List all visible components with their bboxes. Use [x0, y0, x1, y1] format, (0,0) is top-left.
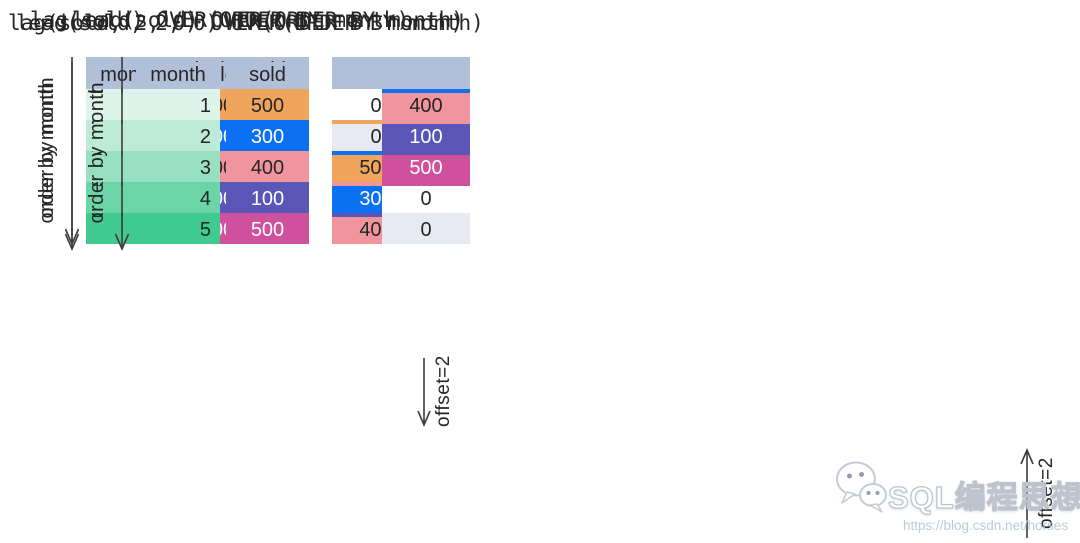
offset-down-arrow-icon [417, 358, 431, 428]
order-by-month-label: order by month [86, 62, 108, 244]
offset-label: offset=2 [433, 355, 454, 427]
panel-lead-sold-2-0: lead(sold, 2, 0) OVER(ORDER BY month) or… [0, 0, 540, 271]
result-cell: 0 [382, 186, 470, 213]
sold-cell: 300 [226, 124, 309, 151]
month-cell: 5 [136, 217, 220, 244]
order-down-arrow-icon [64, 62, 80, 252]
sold-cell: 500 [226, 217, 309, 244]
month-cell: 1 [136, 93, 220, 120]
wechat-icon [836, 461, 887, 513]
result-column-header [382, 62, 470, 89]
result-cell: 400 [382, 93, 470, 120]
offset-label: offset=2 [1036, 457, 1057, 529]
column-gap [309, 62, 382, 63]
result-cell: 500 [382, 155, 470, 182]
table-row: 4 100 [136, 186, 309, 213]
panel-title: lag(sold) OVER(ORDER BY month) [30, 8, 410, 32]
offset-annotation-lead: offset=2 [1019, 444, 1059, 542]
result-column: 400 100 500 0 0 [382, 62, 470, 244]
month-cell: 2 [136, 124, 220, 151]
order-down-arrow-icon [114, 62, 130, 252]
panel-title: lag(sold, 2, 0) OVER(ORDER BY month) [8, 11, 464, 35]
panel-title: lead(sold) OVER(ORDER BY month) [72, 8, 464, 32]
table-row: 3 400 [136, 155, 309, 182]
sold-cell: 100 [226, 186, 309, 213]
table-row: 1 500 [136, 93, 309, 120]
table-group: order by month month sold 1 500 2 300 3 … [86, 62, 470, 254]
order-by-month-text: order by month [85, 82, 108, 224]
source-table: month sold 1 500 2 300 3 400 4 100 5 500 [136, 62, 309, 244]
sold-cell: 400 [226, 155, 309, 182]
offset-up-arrow-icon [1020, 447, 1034, 538]
month-cell: 3 [136, 155, 220, 182]
month-cell: 4 [136, 186, 220, 213]
result-cell: 0 [382, 217, 470, 244]
table-row: 2 300 [136, 124, 309, 151]
table-row: 5 500 [136, 217, 309, 244]
offset-annotation-lag: offset=2 [416, 342, 456, 440]
sold-cell: 500 [226, 93, 309, 120]
sold-column-header: sold [226, 62, 309, 89]
table-header-row: month sold [136, 62, 309, 89]
panel-title: lead(sold, 2, 0) OVER(ORDER BY month) [16, 11, 484, 35]
month-column-header: month [136, 62, 220, 89]
result-cell: 100 [382, 124, 470, 151]
